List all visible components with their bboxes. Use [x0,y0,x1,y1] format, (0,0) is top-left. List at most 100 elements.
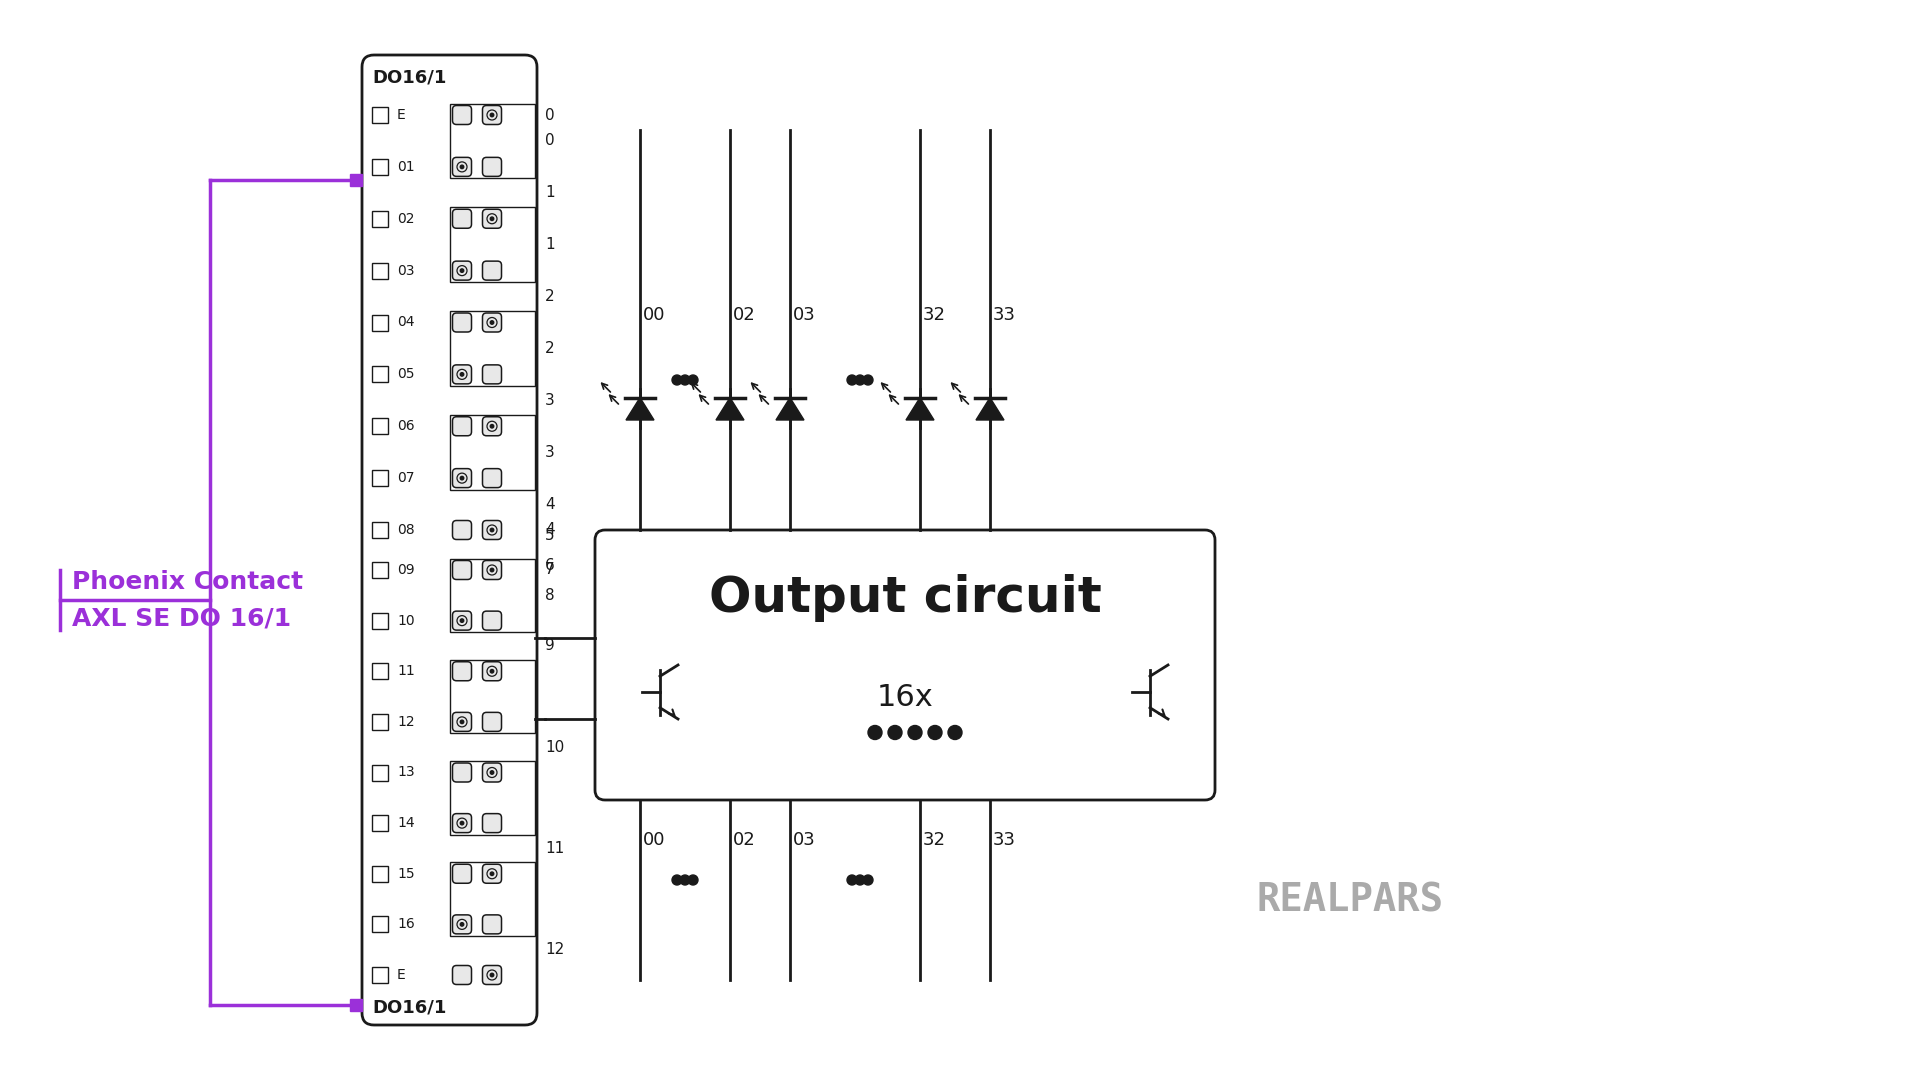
Text: 12: 12 [397,715,415,729]
Circle shape [490,872,493,876]
Text: 03: 03 [793,831,816,849]
Text: 02: 02 [733,306,756,324]
Circle shape [687,375,699,384]
Circle shape [461,922,465,927]
Text: REALPARS: REALPARS [1256,881,1444,919]
Text: 11: 11 [397,664,415,678]
Text: DO16/1: DO16/1 [372,998,445,1016]
FancyBboxPatch shape [482,762,501,782]
FancyBboxPatch shape [453,365,472,383]
Bar [372,714,388,730]
Text: 09: 09 [397,563,415,577]
Text: 33: 33 [993,831,1016,849]
FancyBboxPatch shape [482,864,501,883]
Circle shape [680,875,689,885]
Bar [372,366,388,382]
Text: 6: 6 [545,557,555,572]
FancyBboxPatch shape [453,713,472,731]
FancyBboxPatch shape [453,106,472,124]
Bar [449,660,536,733]
Circle shape [490,670,493,673]
Text: 8: 8 [545,588,555,603]
Polygon shape [975,397,1004,420]
Circle shape [672,375,682,384]
Bar [372,916,388,932]
Circle shape [847,375,856,384]
FancyBboxPatch shape [482,417,501,435]
Text: 07: 07 [397,471,415,485]
Text: 02: 02 [397,212,415,226]
Text: 12: 12 [545,942,564,957]
Circle shape [461,373,465,376]
Text: 00: 00 [643,306,666,324]
FancyBboxPatch shape [453,417,472,435]
FancyBboxPatch shape [482,158,501,176]
FancyBboxPatch shape [482,210,501,228]
Text: 9: 9 [545,638,555,653]
FancyBboxPatch shape [482,915,501,934]
Text: 3: 3 [545,393,555,408]
Bar [449,862,536,936]
Bar [372,314,388,330]
Circle shape [490,528,493,531]
Circle shape [887,726,902,740]
Text: 06: 06 [397,419,415,433]
FancyBboxPatch shape [453,813,472,833]
Text: Phoenix Contact: Phoenix Contact [73,570,303,594]
Text: 13: 13 [397,766,415,780]
FancyBboxPatch shape [453,521,472,540]
FancyBboxPatch shape [482,365,501,383]
FancyBboxPatch shape [453,915,472,934]
Text: 00: 00 [643,831,666,849]
Text: AXL SE DO 16/1: AXL SE DO 16/1 [73,606,292,630]
Circle shape [490,973,493,976]
Circle shape [490,113,493,117]
Circle shape [854,875,866,885]
FancyBboxPatch shape [482,966,501,985]
Bar [372,967,388,983]
Bar [372,262,388,279]
Bar [349,174,363,186]
Circle shape [490,321,493,324]
Text: 03: 03 [793,306,816,324]
Circle shape [490,771,493,774]
Text: 33: 33 [993,306,1016,324]
Circle shape [868,726,881,740]
Text: 08: 08 [397,523,415,537]
Circle shape [461,476,465,480]
Circle shape [461,822,465,825]
Bar [372,470,388,486]
Text: 1: 1 [545,238,555,253]
Bar [449,207,536,282]
Circle shape [490,217,493,220]
Circle shape [854,375,866,384]
FancyBboxPatch shape [453,864,472,883]
Text: DO16/1: DO16/1 [372,68,445,86]
Text: Output circuit: Output circuit [708,573,1102,621]
Circle shape [680,375,689,384]
Polygon shape [626,397,655,420]
Bar [449,104,536,178]
Circle shape [490,424,493,428]
Circle shape [948,726,962,740]
Text: 10: 10 [397,613,415,627]
FancyBboxPatch shape [482,521,501,540]
Text: 1: 1 [545,186,555,200]
FancyBboxPatch shape [453,469,472,488]
Circle shape [908,726,922,740]
FancyBboxPatch shape [482,469,501,488]
Polygon shape [716,397,745,420]
Circle shape [862,875,874,885]
Circle shape [847,875,856,885]
FancyBboxPatch shape [482,561,501,580]
FancyBboxPatch shape [453,662,472,680]
FancyBboxPatch shape [453,611,472,630]
Circle shape [461,165,465,168]
Bar [449,558,536,632]
Bar [372,562,388,578]
Text: 2: 2 [545,289,555,305]
Circle shape [461,619,465,622]
Text: 4: 4 [545,523,555,538]
Text: 16x: 16x [877,683,933,712]
FancyBboxPatch shape [453,158,472,176]
